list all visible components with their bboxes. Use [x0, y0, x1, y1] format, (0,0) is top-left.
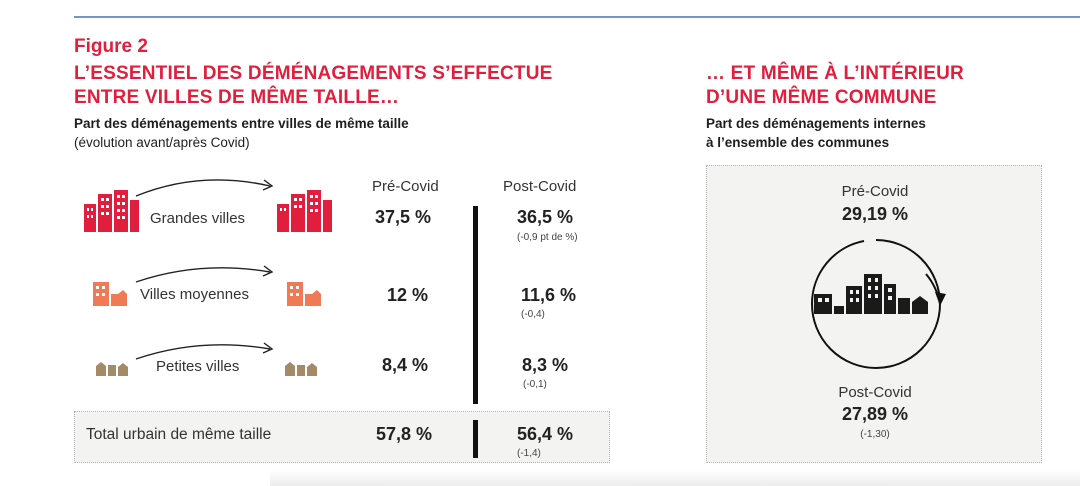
- curved-arrow-icon: [135, 342, 274, 360]
- right-title: … ET MÊME À L’INTÉRIEUR D’UNE MÊME COMMU…: [706, 62, 964, 110]
- row-label-medium: Villes moyennes: [140, 286, 249, 303]
- right-subtitle: Part des déménagements internes à l’ense…: [706, 114, 926, 152]
- delta-medium: (-0,4): [521, 309, 545, 320]
- total-label: Total urbain de même taille: [86, 426, 272, 443]
- total-delta: (-1,4): [517, 448, 541, 459]
- left-subtitle: Part des déménagements entre villes de m…: [74, 114, 409, 152]
- figure-label: Figure 2: [74, 36, 148, 57]
- pre-value-medium: 12 %: [387, 285, 429, 305]
- large-city-icon: [277, 190, 332, 232]
- total-box: [74, 411, 610, 463]
- city-cycle-icon: [810, 239, 946, 369]
- total-post-value: 56,4 %: [517, 424, 574, 444]
- medium-city-icon: [287, 282, 321, 306]
- left-title-line1: L’ESSENTIEL DES DÉMÉNAGEMENTS S’EFFECTUE: [74, 63, 553, 84]
- pre-value-large: 37,5 %: [375, 207, 432, 227]
- left-title: L’ESSENTIEL DES DÉMÉNAGEMENTS S’EFFECTUE…: [74, 62, 553, 110]
- medium-city-icon: [93, 282, 127, 306]
- right-subtitle-line1: Part des déménagements internes: [706, 116, 926, 131]
- curved-arrow-icon: [135, 179, 274, 197]
- right-pre-label: Pré-Covid: [841, 183, 909, 200]
- left-subtitle-normal: (évolution avant/après Covid): [74, 135, 250, 150]
- post-value-large: 36,5 %: [517, 207, 574, 227]
- row-label-small: Petites villes: [156, 358, 240, 375]
- right-post-delta: (-1,30): [860, 429, 890, 440]
- col-post-covid: Post-Covid: [503, 178, 577, 195]
- left-subtitle-bold: Part des déménagements entre villes de m…: [74, 116, 409, 131]
- right-title-line2: D’UNE MÊME COMMUNE: [706, 87, 937, 108]
- right-post-value: 27,89 %: [841, 404, 909, 424]
- large-city-icon: [84, 190, 139, 232]
- row-label-large: Grandes villes: [150, 210, 246, 227]
- small-city-icon: [285, 362, 317, 376]
- total-pre-value: 57,8 %: [376, 424, 433, 444]
- curved-arrow-icon: [135, 265, 274, 283]
- delta-large: (-0,9 pt de %): [517, 232, 578, 243]
- column-divider: [473, 206, 478, 404]
- small-city-icon: [96, 362, 128, 376]
- pre-value-small: 8,4 %: [382, 355, 429, 375]
- delta-small: (-0,1): [523, 379, 547, 390]
- left-title-line2: ENTRE VILLES DE MÊME TAILLE…: [74, 87, 400, 108]
- right-title-line1: … ET MÊME À L’INTÉRIEUR: [706, 63, 964, 84]
- right-subtitle-line2: à l’ensemble des communes: [706, 135, 890, 150]
- top-rule: [74, 16, 1080, 18]
- total-divider: [473, 420, 478, 458]
- right-pre-value: 29,19 %: [841, 204, 909, 224]
- right-post-label: Post-Covid: [838, 384, 912, 401]
- post-value-small: 8,3 %: [522, 355, 569, 375]
- col-pre-covid: Pré-Covid: [372, 178, 439, 195]
- post-value-medium: 11,6 %: [521, 285, 577, 305]
- bottom-shade: [270, 470, 1080, 486]
